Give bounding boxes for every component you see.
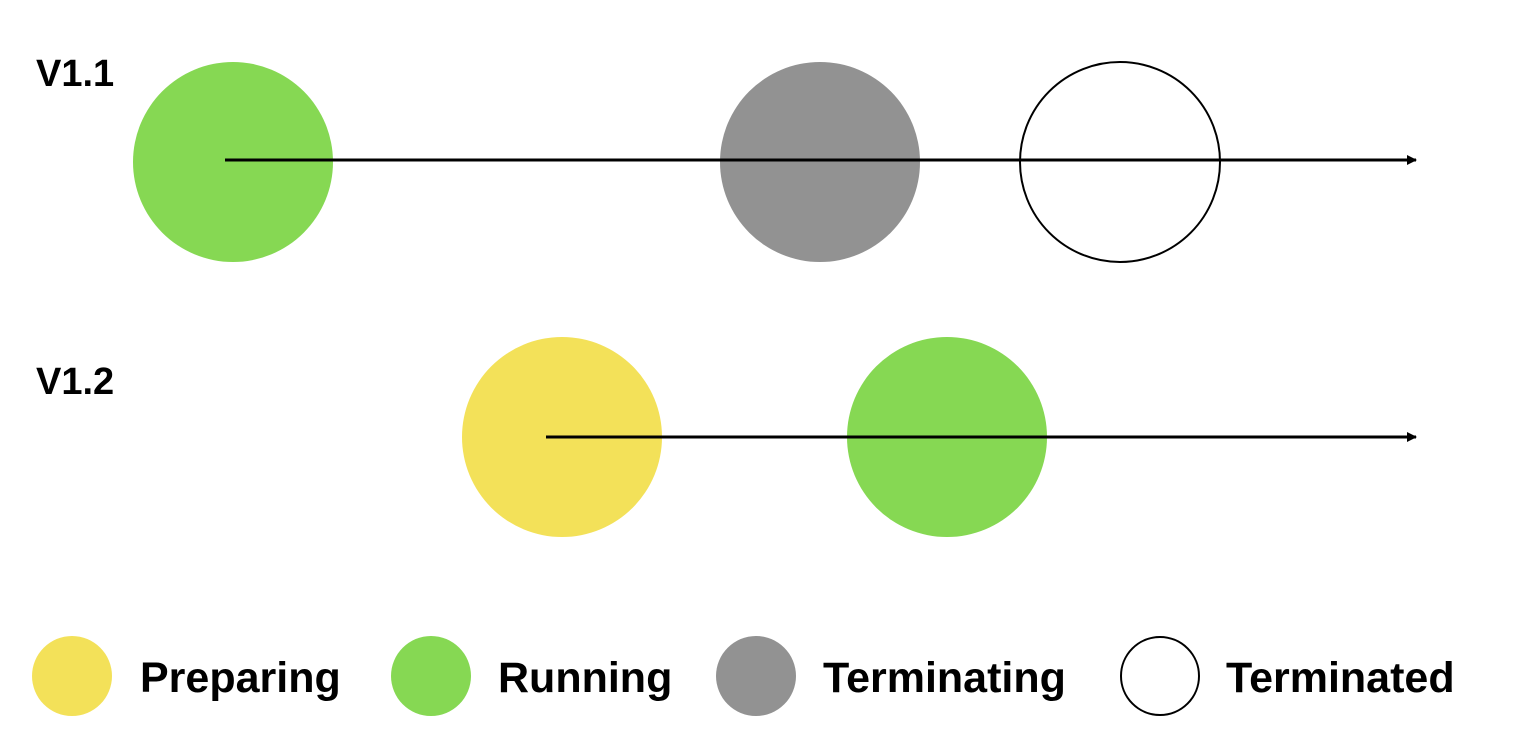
legend-label-running: Running [498,654,672,702]
legend-label-preparing: Preparing [140,654,341,702]
legend: Preparing Running Terminating Terminated [32,636,1455,716]
state-terminating-circle [720,62,920,262]
legend-item-preparing: Preparing [32,636,341,716]
legend-item-terminated: Terminated [1120,636,1455,716]
timeline-label-v1-1: V1.1 [36,53,114,95]
legend-swatch-preparing [32,636,112,716]
legend-swatch-terminating [716,636,796,716]
legend-item-running: Running [391,636,672,716]
legend-label-terminated: Terminated [1226,654,1455,702]
legend-label-terminating: Terminating [823,654,1066,702]
timeline-label-v1-2: V1.2 [36,361,114,403]
legend-item-terminating: Terminating [716,636,1066,716]
legend-swatch-running [391,636,471,716]
timeline-v1-2: V1.2 [36,337,1417,537]
timeline-v1-1: V1.1 [36,53,1417,263]
state-terminated-circle [1019,61,1221,263]
legend-swatch-terminated [1120,636,1200,716]
state-running-circle [133,62,333,262]
